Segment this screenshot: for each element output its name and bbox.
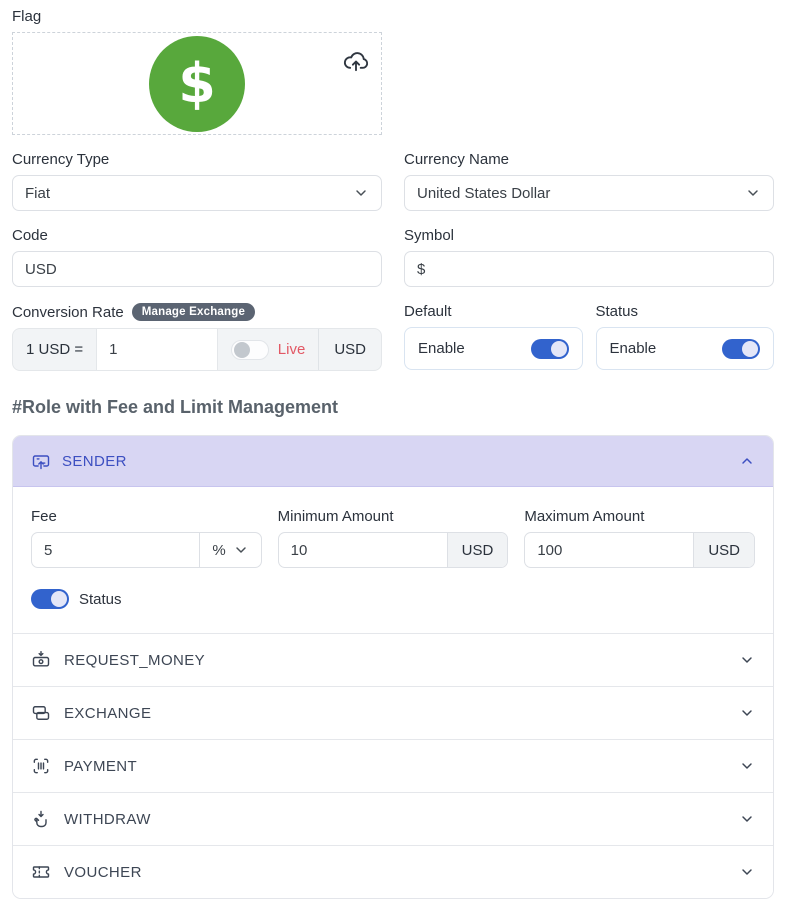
chevron-down-icon xyxy=(742,657,752,663)
send-money-icon xyxy=(32,455,50,470)
status-toggle[interactable] xyxy=(722,338,760,359)
flag-preview-image: $ xyxy=(149,35,245,132)
roles-section-heading: #Role with Fee and Limit Management xyxy=(12,397,339,417)
accordion-label-withdraw: WITHDRAW xyxy=(64,810,151,828)
currency-type-label: Currency Type xyxy=(12,151,110,168)
currency-name-select[interactable]: United States Dollar xyxy=(404,175,774,211)
sender-status-toggle[interactable] xyxy=(31,589,69,609)
symbol-input[interactable] xyxy=(417,260,761,278)
chevron-down-icon xyxy=(742,869,752,875)
accordion-label-voucher: VOUCHER xyxy=(64,863,142,881)
manage-exchange-badge[interactable]: Manage Exchange xyxy=(131,303,256,321)
cloud-upload-icon xyxy=(343,52,369,72)
fee-input[interactable] xyxy=(44,541,188,559)
fee-input-group: % xyxy=(31,532,262,568)
accordion-header-request-money[interactable]: REQUEST_MONEY xyxy=(13,633,773,686)
currency-name-label: Currency Name xyxy=(404,151,510,168)
accordion-label-request-money: REQUEST_MONEY xyxy=(64,651,206,669)
conversion-rate-prefix: 1 USD = xyxy=(26,341,84,358)
sender-panel: Fee % Minimum Amount USD Maximum Amount xyxy=(13,487,773,633)
roles-accordion: SENDER Fee % Minimum Amount USD xyxy=(12,435,774,899)
conversion-rate-label: Conversion Rate xyxy=(12,303,124,321)
ticket-icon xyxy=(32,866,50,878)
currency-form: Currency Type Fiat Currency Name United … xyxy=(12,135,774,371)
default-toggle[interactable] xyxy=(530,338,569,359)
chevron-down-icon xyxy=(235,547,246,553)
conversion-rate-group: 1 USD = Live USD xyxy=(12,328,382,371)
default-enable-card: Enable xyxy=(404,327,583,370)
chevron-down-icon xyxy=(742,763,752,769)
minimum-amount-input[interactable] xyxy=(290,541,435,559)
accordion-header-exchange[interactable]: EXCHANGE xyxy=(13,686,773,739)
upload-flag-button[interactable] xyxy=(342,48,370,76)
flag-dollar-glyph: $ xyxy=(178,52,216,115)
chevron-down-icon xyxy=(356,190,366,196)
minimum-amount-group: USD xyxy=(277,532,509,568)
cash-receive-icon xyxy=(32,650,50,667)
sender-status-label: Status xyxy=(79,590,122,608)
scan-payment-icon xyxy=(33,758,49,774)
currency-type-select[interactable]: Fiat xyxy=(12,175,382,211)
default-label: Default xyxy=(404,303,452,320)
default-enable-text: Enable xyxy=(418,340,465,357)
chevron-up-icon xyxy=(742,458,752,464)
symbol-label: Symbol xyxy=(404,227,455,244)
exchange-cards-icon xyxy=(32,706,50,720)
accordion-label-payment: PAYMENT xyxy=(64,757,138,775)
accordion-label-sender: SENDER xyxy=(62,452,127,470)
accordion-header-payment[interactable]: PAYMENT xyxy=(13,739,773,792)
accordion-header-voucher[interactable]: VOUCHER xyxy=(13,845,773,898)
fee-label: Fee xyxy=(31,508,57,525)
fee-unit-value: % xyxy=(212,541,226,559)
conversion-rate-input[interactable] xyxy=(109,341,205,358)
chevron-down-icon xyxy=(742,816,752,822)
status-enable-card: Enable xyxy=(595,327,774,370)
hand-withdraw-icon xyxy=(34,810,47,828)
accordion-header-sender[interactable]: SENDER xyxy=(13,436,773,487)
toggle-knob xyxy=(233,341,250,358)
chevron-down-icon xyxy=(742,710,752,716)
toggle-knob xyxy=(550,340,567,357)
maximum-amount-label: Maximum Amount xyxy=(524,508,645,525)
accordion-header-withdraw[interactable]: WITHDRAW xyxy=(13,792,773,845)
status-label: Status xyxy=(595,303,639,320)
toggle-knob xyxy=(742,340,758,357)
toggle-knob xyxy=(51,591,67,607)
accordion-label-exchange: EXCHANGE xyxy=(64,704,152,722)
currency-type-value: Fiat xyxy=(25,184,51,202)
status-enable-text: Enable xyxy=(609,340,657,357)
fee-unit-select[interactable]: % xyxy=(199,533,260,567)
live-label: Live xyxy=(277,341,306,358)
maximum-amount-input[interactable] xyxy=(537,541,682,559)
currency-name-value: United States Dollar xyxy=(417,184,551,202)
flag-upload-dropzone[interactable]: $ xyxy=(12,32,382,135)
minimum-amount-unit: USD xyxy=(446,533,508,567)
maximum-amount-unit: USD xyxy=(693,533,754,567)
flag-label: Flag xyxy=(12,8,42,25)
maximum-amount-group: USD xyxy=(524,532,755,568)
live-rate-toggle[interactable] xyxy=(230,339,269,360)
conversion-rate-suffix: USD xyxy=(318,329,381,370)
code-label: Code xyxy=(12,227,48,244)
chevron-down-icon xyxy=(748,190,758,196)
code-input[interactable] xyxy=(25,260,369,278)
minimum-amount-label: Minimum Amount xyxy=(277,508,394,525)
